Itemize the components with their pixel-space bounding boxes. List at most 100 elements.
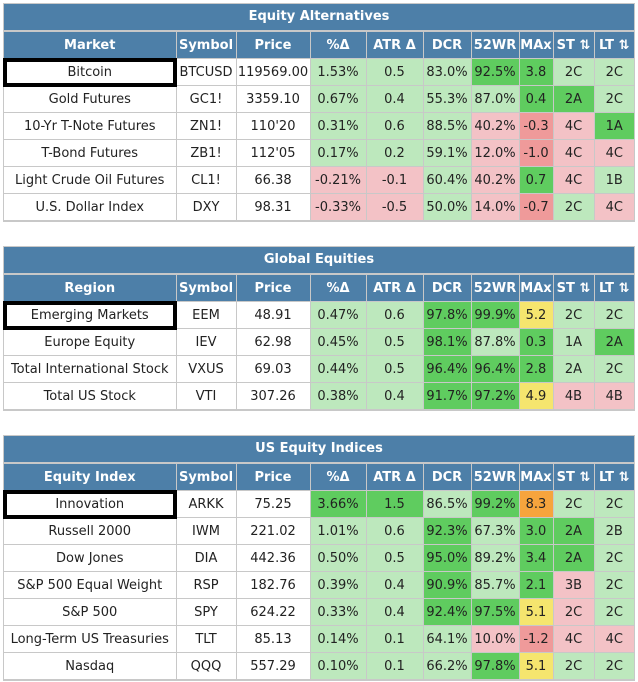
column-header-symbol[interactable]: Symbol: [175, 274, 237, 302]
table-row[interactable]: Dow Jones DIA 442.36 0.50% 0.5 95.0% 89.2% 3.4 2…: [4, 544, 634, 572]
wr52-cell: 97.8%: [470, 652, 520, 680]
column-header-pct[interactable]: %Δ: [309, 463, 367, 491]
name-cell: Total International Stock: [4, 355, 177, 383]
column-header-wr52[interactable]: 52WR: [470, 274, 520, 302]
symbol-cell: ZB1!: [175, 139, 237, 167]
dcr-cell: 95.0%: [422, 544, 472, 572]
st-cell: 2C: [552, 490, 595, 518]
atr-cell: 0.5: [365, 544, 424, 572]
wr52-cell: 14.0%: [470, 193, 520, 221]
dcr-cell: 90.9%: [422, 571, 472, 599]
name-cell: S&P 500: [4, 598, 177, 626]
column-header-atr[interactable]: ATR Δ: [365, 274, 424, 302]
dcr-cell: 66.2%: [422, 652, 472, 680]
name-cell: Bitcoin: [3, 57, 177, 87]
column-header-price[interactable]: Price: [235, 274, 311, 302]
table-row[interactable]: Europe Equity IEV 62.98 0.45% 0.5 98.1% 87.8% 0…: [4, 328, 634, 356]
symbol-cell: VXUS: [175, 355, 237, 383]
column-header-lt[interactable]: LT ⇅: [593, 274, 634, 302]
table-row[interactable]: Light Crude Oil Futures CL1! 66.38 -0.21% -0…: [4, 166, 634, 194]
st-cell: 2C: [552, 301, 595, 329]
column-header-pct[interactable]: %Δ: [309, 31, 367, 59]
symbol-cell: DXY: [175, 193, 237, 221]
name-cell: Russell 2000: [4, 517, 177, 545]
column-header-lt[interactable]: LT ⇅: [593, 31, 634, 59]
column-header-wr52[interactable]: 52WR: [470, 463, 520, 491]
column-header-max[interactable]: MAx: [518, 274, 554, 302]
column-header-max[interactable]: MAx: [518, 31, 554, 59]
column-header-pct[interactable]: %Δ: [309, 274, 367, 302]
atr-cell: 0.1: [365, 652, 424, 680]
wr52-cell: 40.2%: [470, 112, 520, 140]
table-row[interactable]: Innovation ARKK 75.25 3.66% 1.5 86.5% 99.2% 8.3…: [3, 489, 634, 519]
dcr-cell: 86.5%: [422, 490, 472, 518]
table-row[interactable]: Total US Stock VTI 307.26 0.38% 0.4 91.7% 97.2…: [4, 382, 634, 410]
table-row[interactable]: Russell 2000 IWM 221.02 1.01% 0.6 92.3% 67.3% 3…: [4, 517, 634, 545]
table-row[interactable]: Nasdaq QQQ 557.29 0.10% 0.1 66.2% 97.8% 5.1 2C 2C: [4, 652, 634, 680]
table-row[interactable]: Gold Futures GC1! 3359.10 0.67% 0.4 55.3% 87.0…: [4, 85, 634, 113]
lt-cell: 2A: [593, 328, 634, 356]
column-header-dcr[interactable]: DCR: [422, 274, 472, 302]
column-header-atr[interactable]: ATR Δ: [365, 31, 424, 59]
symbol-cell: RSP: [175, 571, 237, 599]
max-cell: -0.7: [518, 193, 554, 221]
price-cell: 182.76: [235, 571, 311, 599]
column-header-name[interactable]: Equity Index: [4, 463, 177, 491]
table-row[interactable]: S&P 500 Equal Weight RSP 182.76 0.39% 0.4 90.…: [4, 571, 634, 599]
table-row[interactable]: Long-Term US Treasuries TLT 85.13 0.14% 0.1 6…: [4, 625, 634, 653]
column-header-st[interactable]: ST ⇅: [552, 31, 595, 59]
pct-cell: 0.45%: [309, 328, 367, 356]
column-header-atr[interactable]: ATR Δ: [365, 463, 424, 491]
pct-cell: 0.33%: [309, 598, 367, 626]
wr52-cell: 12.0%: [470, 139, 520, 167]
symbol-cell: QQQ: [175, 652, 237, 680]
wr52-cell: 10.0%: [470, 625, 520, 653]
symbol-cell: GC1!: [175, 85, 237, 113]
column-header-name[interactable]: Region: [4, 274, 177, 302]
table-row[interactable]: S&P 500 SPY 624.22 0.33% 0.4 92.4% 97.5% 5.1 2C 2…: [4, 598, 634, 626]
st-cell: 4C: [552, 139, 595, 167]
atr-cell: -0.5: [365, 193, 424, 221]
atr-cell: 0.6: [365, 112, 424, 140]
max-cell: -1.0: [518, 139, 554, 167]
column-header-symbol[interactable]: Symbol: [175, 463, 237, 491]
name-cell: 10-Yr T-Note Futures: [4, 112, 177, 140]
section-title: Global Equities: [4, 247, 634, 274]
column-header-max[interactable]: MAx: [518, 463, 554, 491]
column-header-symbol[interactable]: Symbol: [175, 31, 237, 59]
table-row[interactable]: Bitcoin BTCUSD 119569.00 1.53% 0.5 83.0% 92.5%…: [3, 57, 634, 87]
table-row[interactable]: T-Bond Futures ZB1! 112'05 0.17% 0.2 59.1% 12.…: [4, 139, 634, 167]
pct-cell: 0.67%: [309, 85, 367, 113]
column-header-st[interactable]: ST ⇅: [552, 463, 595, 491]
atr-cell: 0.1: [365, 625, 424, 653]
dcr-cell: 64.1%: [422, 625, 472, 653]
table-row[interactable]: Emerging Markets EEM 48.91 0.47% 0.6 97.8% 99.…: [3, 300, 634, 330]
pct-cell: 0.14%: [309, 625, 367, 653]
table-row[interactable]: Total International Stock VXUS 69.03 0.44% 0…: [4, 355, 634, 383]
column-header-wr52[interactable]: 52WR: [470, 31, 520, 59]
pct-cell: 1.01%: [309, 517, 367, 545]
lt-cell: 2C: [593, 544, 634, 572]
lt-cell: 2C: [593, 301, 634, 329]
column-header-price[interactable]: Price: [235, 463, 311, 491]
wr52-cell: 99.9%: [470, 301, 520, 329]
column-header-name[interactable]: Market: [4, 31, 177, 59]
lt-cell: 4C: [593, 193, 634, 221]
st-cell: 1A: [552, 328, 595, 356]
atr-cell: 0.4: [365, 598, 424, 626]
table-row[interactable]: U.S. Dollar Index DXY 98.31 -0.33% -0.5 50.0%…: [4, 193, 634, 221]
wr52-cell: 97.2%: [470, 382, 520, 410]
column-header-lt[interactable]: LT ⇅: [593, 463, 634, 491]
st-cell: 2A: [552, 544, 595, 572]
st-cell: 2C: [552, 58, 595, 86]
table-row[interactable]: 10-Yr T-Note Futures ZN1! 110'20 0.31% 0.6 88…: [4, 112, 634, 140]
column-header-st[interactable]: ST ⇅: [552, 274, 595, 302]
name-cell: Dow Jones: [4, 544, 177, 572]
column-header-price[interactable]: Price: [235, 31, 311, 59]
wr52-cell: 87.8%: [470, 328, 520, 356]
dcr-cell: 92.4%: [422, 598, 472, 626]
lt-cell: 1A: [593, 112, 634, 140]
price-cell: 69.03: [235, 355, 311, 383]
column-header-dcr[interactable]: DCR: [422, 31, 472, 59]
column-header-dcr[interactable]: DCR: [422, 463, 472, 491]
